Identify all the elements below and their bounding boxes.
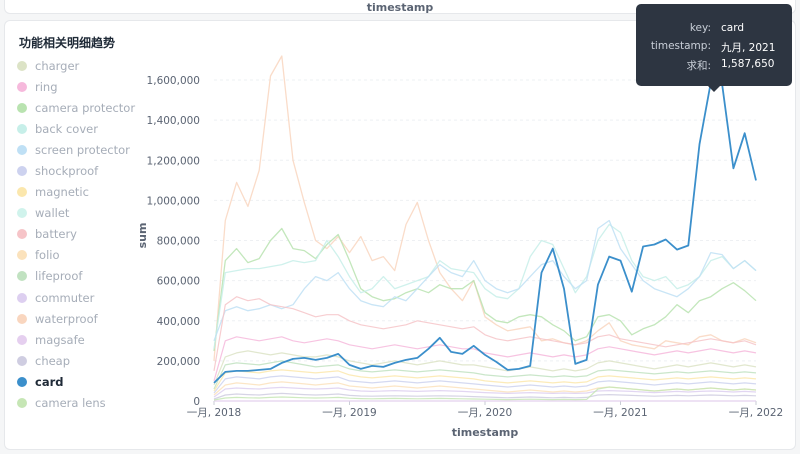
- x-tick-label: 一月, 2018: [187, 407, 241, 419]
- legend-item-cheap[interactable]: cheap: [17, 350, 147, 371]
- y-tick-label: 0: [193, 396, 200, 408]
- series-line-lifeproof: [213, 360, 757, 390]
- legend-label: shockproof: [35, 164, 99, 179]
- legend-dot: [17, 208, 27, 219]
- y-tick-label: 200,000: [157, 356, 200, 368]
- legend-item-folio[interactable]: folio: [17, 245, 147, 266]
- tooltip-sum-label: 求和:: [686, 60, 711, 72]
- legend-label: battery: [35, 227, 77, 242]
- legend-label: back cover: [35, 121, 98, 136]
- legend-label: magsafe: [35, 332, 85, 347]
- legend-item-waterproof[interactable]: waterproof: [17, 308, 147, 329]
- x-tick-label: 一月, 2020: [458, 407, 512, 419]
- legend-item-screen-protector[interactable]: screen protector: [17, 139, 147, 160]
- legend-item-shockproof[interactable]: shockproof: [17, 160, 147, 181]
- legend-item-camera-lens[interactable]: camera lens: [17, 393, 147, 414]
- tooltip-row-sum: 求和: 1,587,650: [636, 58, 792, 74]
- series-line-commuter: [213, 386, 757, 398]
- legend-item-card[interactable]: card: [17, 371, 147, 392]
- legend-label: charger: [35, 58, 80, 73]
- series-line-waterproof: [213, 55, 757, 361]
- legend-dot: [17, 187, 27, 198]
- series-line-charger: [213, 350, 757, 386]
- y-tick-label: 800,000: [157, 236, 200, 248]
- tooltip-timestamp-value: 九月, 2021: [721, 42, 776, 54]
- tooltip-row-key: key: card: [636, 22, 792, 38]
- legend-dot: [17, 229, 27, 240]
- chart-panel: 功能相关明细趋势 charger ring camera protector back…: [4, 20, 796, 450]
- legend-label: folio: [35, 248, 60, 263]
- legend-dot: [17, 355, 27, 366]
- y-tick-label: 600,000: [157, 276, 200, 288]
- legend-dot: [17, 334, 27, 345]
- top-panel-axis-label: timestamp: [366, 1, 434, 14]
- legend-dot: [17, 144, 27, 155]
- legend-dot: [17, 313, 27, 324]
- top-panel: timestamp: [4, 0, 796, 14]
- legend-item-ring[interactable]: ring: [17, 76, 147, 97]
- legend-dot: [17, 102, 27, 113]
- legend-item-charger[interactable]: charger: [17, 55, 147, 76]
- legend-dot: [17, 292, 27, 303]
- tooltip-key-label: key:: [689, 22, 711, 34]
- x-tick-label: 一月, 2019: [322, 407, 376, 419]
- legend-dot: [17, 166, 27, 177]
- series-line-screen-protector: [213, 219, 757, 342]
- x-axis-title: timestamp: [452, 426, 519, 439]
- legend-label: magnetic: [35, 185, 89, 200]
- legend-label: wallet: [35, 206, 70, 221]
- x-tick-label: 一月, 2021: [593, 407, 647, 419]
- legend-label: commuter: [35, 290, 95, 305]
- legend-item-magnetic[interactable]: magnetic: [17, 182, 147, 203]
- legend-label: cheap: [35, 353, 71, 368]
- legend-dot: [17, 271, 27, 282]
- x-tick-label: 一月, 2022: [729, 407, 783, 419]
- legend-item-magsafe[interactable]: magsafe: [17, 329, 147, 350]
- legend-dot: [17, 398, 27, 409]
- legend-item-battery[interactable]: battery: [17, 224, 147, 245]
- series-line-camera-lens: [213, 386, 757, 401]
- legend-item-camera-protector[interactable]: camera protector: [17, 97, 147, 118]
- tooltip-sum-value: 1,587,650: [721, 58, 775, 70]
- tooltip-row-timestamp: timestamp: 九月, 2021: [636, 40, 792, 56]
- legend-label: lifeproof: [35, 269, 83, 284]
- legend-label: camera protector: [35, 100, 136, 115]
- series-line-back-cover: [213, 223, 757, 349]
- legend-item-lifeproof[interactable]: lifeproof: [17, 266, 147, 287]
- legend-dot: [17, 250, 27, 261]
- y-tick-label: 1,600,000: [147, 75, 200, 87]
- tooltip-key-value: card: [721, 22, 745, 34]
- legend-label: card: [35, 374, 64, 389]
- legend-dot: [17, 123, 27, 134]
- y-tick-label: 400,000: [157, 316, 200, 328]
- legend-dot: [17, 60, 27, 71]
- panel-title: 功能相关明细趋势: [19, 36, 116, 50]
- chart-tooltip: key: card timestamp: 九月, 2021 求和: 1,587,…: [636, 4, 792, 92]
- y-tick-label: 1,400,000: [147, 115, 200, 127]
- series-line-battery: [213, 296, 757, 372]
- legend-label: camera lens: [35, 396, 106, 411]
- series-line-ring: [213, 336, 757, 382]
- legend-dot: [17, 376, 27, 387]
- legend-item-wallet[interactable]: wallet: [17, 203, 147, 224]
- legend-dot: [17, 81, 27, 92]
- legend-label: ring: [35, 79, 58, 94]
- legend-item-back-cover[interactable]: back cover: [17, 118, 147, 139]
- legend: charger ring camera protector back cover scr…: [17, 55, 147, 414]
- y-axis-title: sum: [136, 223, 149, 249]
- series-line-shockproof: [213, 375, 757, 394]
- legend-label: waterproof: [35, 311, 98, 326]
- series-line-camera-protector: [213, 227, 757, 351]
- legend-item-commuter[interactable]: commuter: [17, 287, 147, 308]
- series-line-cheap: [213, 392, 757, 400]
- series-line-card: [213, 81, 757, 384]
- y-tick-label: 1,200,000: [147, 155, 200, 167]
- y-tick-label: 1,000,000: [147, 195, 200, 207]
- tooltip-timestamp-label: timestamp:: [650, 40, 711, 52]
- series-line-magnetic: [213, 369, 757, 392]
- legend-label: screen protector: [35, 142, 130, 157]
